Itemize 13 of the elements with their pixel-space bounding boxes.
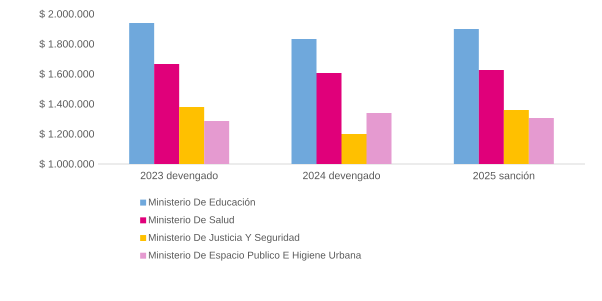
y-tick-label: $ 1.000.000 [39, 160, 94, 168]
y-tick-label: $ 1.800.000 [39, 40, 94, 48]
legend-label: Ministerio De Educación [148, 198, 255, 206]
legend-label: Ministerio De Salud [148, 216, 234, 224]
y-tick-label: $ 2.000.000 [39, 10, 94, 18]
x-tick-label: 2024 devengado [303, 172, 380, 182]
y-tick-label: $ 1.600.000 [39, 70, 94, 78]
x-tick-label: 2023 devengado [140, 172, 218, 182]
y-tick-label: $ 1.200.000 [39, 130, 94, 138]
legend-label: Ministerio De Justicia Y Seguridad [148, 234, 300, 243]
legend-label: Ministerio De Espacio Publico E Higiene Urbana [148, 251, 362, 261]
y-tick-label: $ 1.400.000 [39, 100, 94, 108]
x-tick-label: 2025 sanción [473, 172, 534, 180]
